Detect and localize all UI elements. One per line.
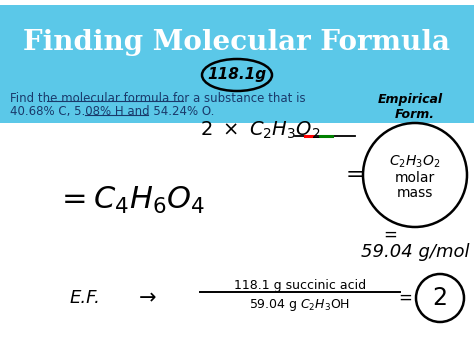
- Text: $C_2H_3O_2$: $C_2H_3O_2$: [389, 154, 441, 170]
- Text: molar: molar: [395, 171, 435, 185]
- Text: Find the molecular formula for a substance that is: Find the molecular formula for a substan…: [10, 92, 306, 104]
- Text: mass: mass: [397, 186, 433, 200]
- Text: =: =: [398, 289, 412, 307]
- Text: 40.68% C, 5.08% H and 54.24% O.: 40.68% C, 5.08% H and 54.24% O.: [10, 105, 214, 119]
- Text: E.F.: E.F.: [70, 289, 100, 307]
- Text: 2: 2: [432, 286, 447, 310]
- Text: Empirical: Empirical: [377, 93, 443, 106]
- Text: 59.04 g/mol: 59.04 g/mol: [361, 243, 469, 261]
- Text: $= C_4H_6O_4$: $= C_4H_6O_4$: [55, 185, 204, 215]
- Text: 118.1 g succinic acid: 118.1 g succinic acid: [234, 279, 366, 291]
- Text: →: →: [139, 288, 157, 308]
- Text: $2\ \times\ C_2H_3O_2$: $2\ \times\ C_2H_3O_2$: [200, 119, 320, 141]
- Text: 118.1g: 118.1g: [208, 67, 266, 82]
- Text: Form.: Form.: [395, 109, 435, 121]
- Text: =: =: [383, 226, 397, 244]
- Text: =: =: [346, 165, 365, 185]
- Text: 59.04 g $C_2H_3$OH: 59.04 g $C_2H_3$OH: [249, 297, 350, 313]
- Text: Finding Molecular Formula: Finding Molecular Formula: [24, 28, 450, 55]
- FancyBboxPatch shape: [0, 5, 474, 123]
